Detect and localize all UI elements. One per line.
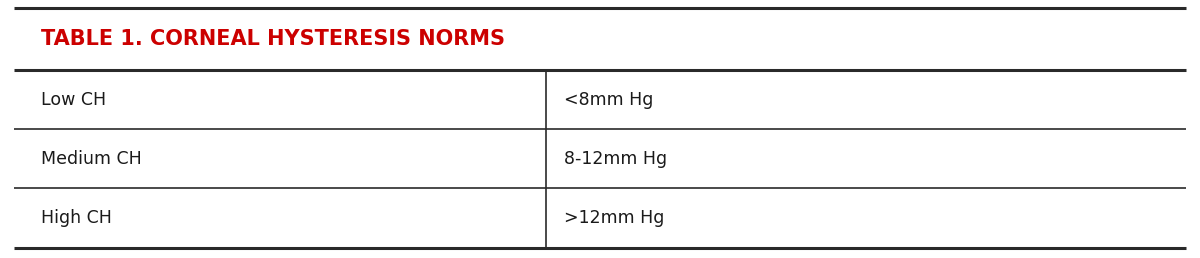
Text: Low CH: Low CH xyxy=(41,91,106,109)
Text: High CH: High CH xyxy=(41,209,112,227)
Text: TABLE 1. CORNEAL HYSTERESIS NORMS: TABLE 1. CORNEAL HYSTERESIS NORMS xyxy=(41,29,505,49)
Text: >12mm Hg: >12mm Hg xyxy=(564,209,665,227)
Text: Medium CH: Medium CH xyxy=(41,150,142,168)
Text: <8mm Hg: <8mm Hg xyxy=(564,91,653,109)
Text: 8-12mm Hg: 8-12mm Hg xyxy=(564,150,667,168)
